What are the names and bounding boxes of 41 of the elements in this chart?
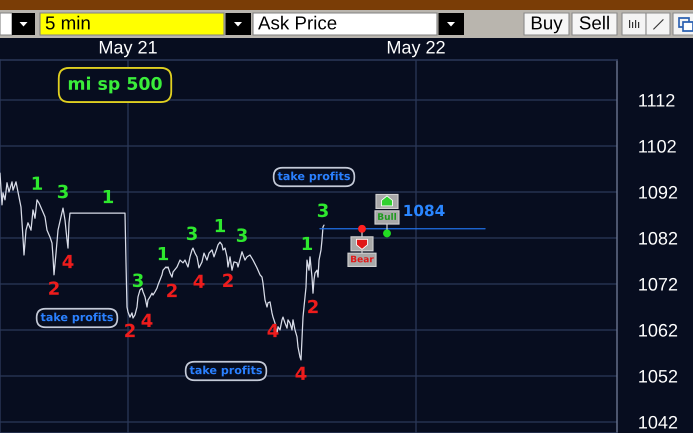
annotation: take profits <box>40 312 113 324</box>
annotation: 3 <box>58 184 68 198</box>
annotation: 1 <box>216 218 226 232</box>
y-tick-label: 1042 <box>639 416 678 429</box>
x-tick-label: May 21 <box>100 40 157 58</box>
annotation: take profits <box>278 172 350 182</box>
annotation: 1 <box>104 190 114 204</box>
y-tick-label: 1052 <box>639 370 678 383</box>
y-tick-label: 1102 <box>639 140 676 153</box>
x-tick-label: May 22 <box>388 40 445 58</box>
annotation: Bear <box>351 256 374 262</box>
y-tick-label: 1092 <box>639 186 678 199</box>
annotation: 1084 <box>404 204 445 216</box>
annotation: 1 <box>158 247 168 260</box>
annotation: take profits <box>190 366 262 376</box>
annotation: 4 <box>62 254 74 268</box>
annotation: 4 <box>194 274 204 288</box>
text: mi sp 500 <box>68 76 162 94</box>
y-tick-label: 1112 <box>639 94 674 107</box>
annotation: 2 <box>49 281 59 295</box>
annotation: 3 <box>236 228 247 242</box>
y-tick-label: 1062 <box>639 324 678 337</box>
annotation: 3 <box>318 204 328 218</box>
annotation: 3 <box>186 226 197 240</box>
text: Sell <box>580 16 609 30</box>
annotation: 4 <box>296 366 306 380</box>
text: 5 min <box>46 16 90 30</box>
annotation: 2 <box>223 274 233 287</box>
annotation: 2 <box>308 300 318 314</box>
annotation: Bull <box>378 213 396 220</box>
annotation: 4 <box>268 324 278 338</box>
text: Buy <box>532 16 563 34</box>
y-tick-label: 1072 <box>639 278 678 291</box>
annotation: 1 <box>32 176 42 190</box>
annotation: 4 <box>142 314 152 327</box>
annotation: 2 <box>167 284 177 298</box>
annotation: 2 <box>125 324 135 338</box>
annotation: 3 <box>132 273 143 288</box>
annotation: 1 <box>302 236 312 250</box>
y-tick-label: 1082 <box>639 232 678 245</box>
text: Ask Price <box>258 16 336 30</box>
